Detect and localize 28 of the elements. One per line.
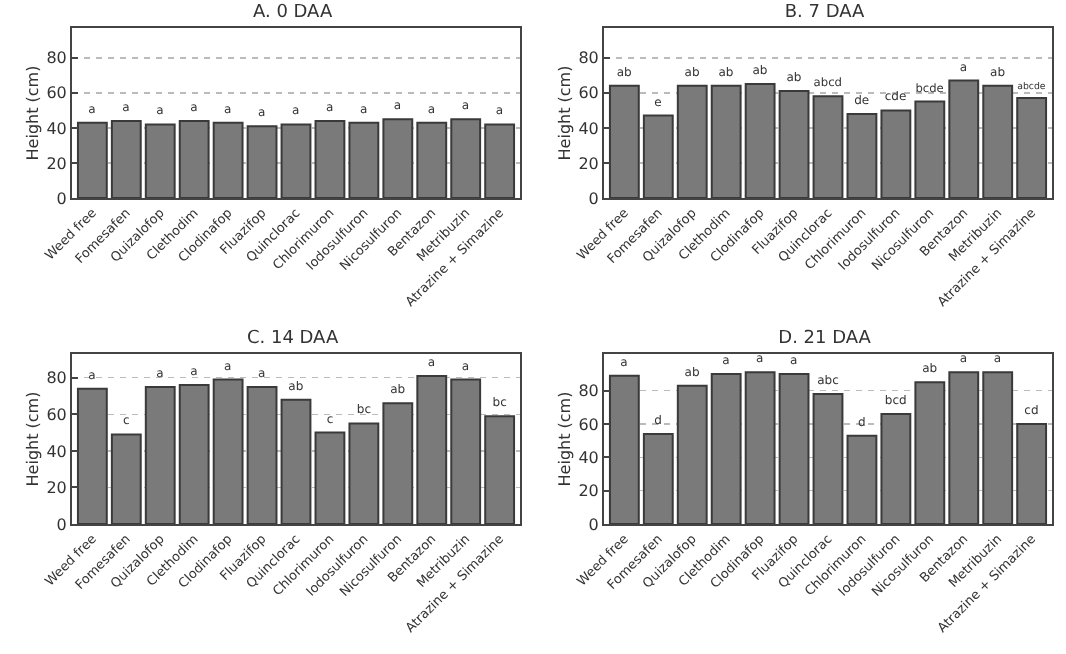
y-tick-label: 40	[46, 119, 67, 138]
y-tick-label: 60	[46, 405, 67, 424]
y-tick-label: 20	[46, 479, 67, 498]
y-tick-label: 80	[578, 382, 599, 401]
y-tick-label: 40	[578, 119, 599, 138]
y-tick-label: 80	[578, 49, 599, 68]
y-tick-label: 20	[578, 482, 599, 501]
y-tick-label: 80	[46, 369, 67, 388]
chart-title: D. 21 DAA	[778, 329, 873, 350]
y-axis-title: Height (cm)	[23, 391, 42, 487]
y-tick-label: 60	[46, 84, 67, 103]
y-tick-label: 0	[588, 515, 599, 534]
chart-title: A. 0 DAA	[252, 3, 334, 24]
y-tick-label: 0	[56, 189, 67, 208]
y-tick-label: 0	[56, 515, 67, 534]
y-tick-label: 60	[578, 415, 599, 434]
y-tick-label: 20	[46, 154, 67, 173]
chart-title: B. 7 DAA	[784, 3, 867, 24]
y-tick-label: 60	[578, 84, 599, 103]
y-axis-title: Height (cm)	[555, 65, 574, 161]
y-tick-label: 20	[578, 154, 599, 173]
y-tick-label: 40	[578, 448, 599, 467]
y-axis-title: Height (cm)	[555, 391, 574, 487]
y-tick-label: 80	[46, 49, 67, 68]
chart-title: C. 14 DAA	[246, 329, 340, 350]
y-tick-label: 40	[46, 442, 67, 461]
y-axis-title: Height (cm)	[23, 65, 42, 161]
y-tick-label: 0	[588, 189, 599, 208]
